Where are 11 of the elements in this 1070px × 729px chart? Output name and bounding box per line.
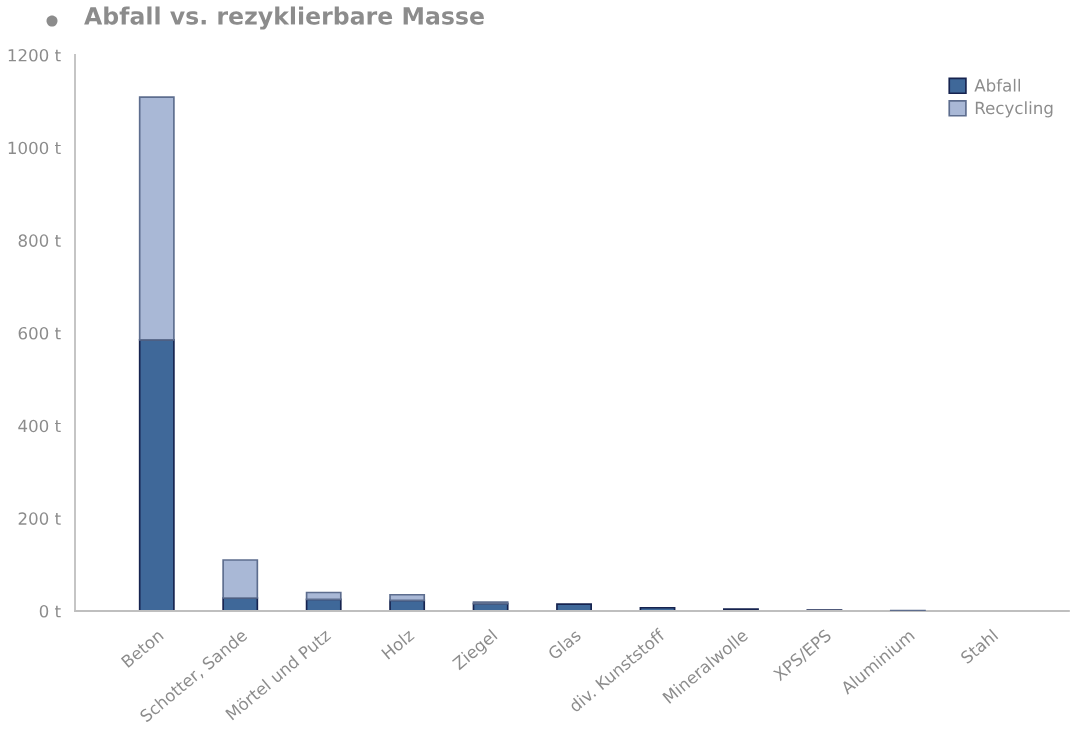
y-tick-label: 0 t xyxy=(39,604,61,618)
y-tick-label: 600 t xyxy=(18,326,61,340)
chart-title: Abfall vs. rezyklierbare Masse xyxy=(84,6,484,30)
legend-label: Abfall xyxy=(974,78,1021,92)
y-tick-label: 1200 t xyxy=(8,48,61,62)
y-tick-label: 400 t xyxy=(18,419,61,433)
y-tick-label: 800 t xyxy=(18,234,61,247)
y-tick-label: 1000 t xyxy=(8,141,61,155)
legend-label: Recycling xyxy=(975,101,1053,118)
y-tick-label: 200 t xyxy=(18,512,61,525)
x-tick-label: Glas xyxy=(546,628,582,661)
